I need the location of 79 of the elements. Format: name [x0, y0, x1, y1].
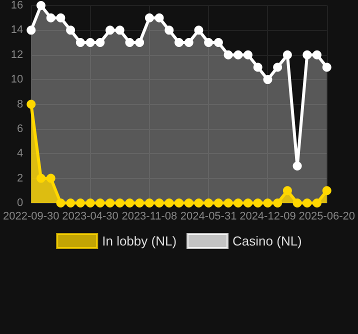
- point: [66, 26, 76, 35]
- point: [204, 198, 214, 208]
- point: [46, 174, 56, 183]
- point: [135, 198, 144, 208]
- point: [194, 198, 204, 208]
- point: [253, 198, 262, 208]
- x-tick-label: 2024-05-31: [180, 210, 237, 222]
- y-tick-label: 6: [17, 122, 24, 135]
- point: [282, 186, 292, 196]
- point: [26, 100, 36, 109]
- point: [144, 198, 154, 208]
- point: [214, 198, 223, 208]
- point: [273, 62, 282, 72]
- y-tick-label: 12: [10, 48, 24, 61]
- point: [234, 50, 243, 60]
- point: [76, 38, 85, 48]
- point: [253, 62, 262, 72]
- point: [76, 198, 85, 208]
- x-tick-label: 2023-04-30: [62, 210, 118, 222]
- point: [174, 198, 184, 208]
- point: [36, 1, 46, 10]
- point: [312, 50, 322, 60]
- point: [312, 198, 322, 208]
- point: [244, 50, 253, 60]
- x-tick-label: 2022-09-30: [2, 210, 60, 222]
- point: [164, 26, 174, 35]
- point: [96, 38, 105, 48]
- point: [115, 198, 124, 208]
- point: [135, 38, 144, 48]
- point: [86, 198, 95, 208]
- point: [263, 75, 272, 84]
- point: [86, 38, 95, 48]
- y-tick-label: 4: [17, 148, 24, 160]
- point: [184, 38, 194, 48]
- point: [244, 198, 253, 208]
- x-tick-label: 2024-12-09: [240, 210, 296, 222]
- point: [273, 198, 282, 208]
- point: [46, 13, 56, 22]
- point: [292, 198, 302, 208]
- point: [224, 198, 233, 208]
- point: [106, 198, 114, 208]
- point: [26, 26, 36, 35]
- point: [204, 38, 214, 48]
- point: [56, 13, 66, 22]
- y-tick-label: 2: [17, 172, 24, 184]
- point: [164, 198, 174, 208]
- point: [302, 50, 312, 60]
- point: [125, 38, 134, 48]
- point: [194, 26, 204, 35]
- point: [154, 198, 164, 208]
- point: [36, 174, 46, 183]
- point: [224, 50, 233, 60]
- point: [115, 26, 124, 35]
- point: [322, 62, 332, 72]
- point: [322, 186, 332, 196]
- x-tick-label: 2023-11-08: [122, 210, 178, 222]
- point: [292, 161, 302, 170]
- point: [66, 198, 76, 208]
- point: [144, 13, 154, 22]
- point: [174, 38, 184, 48]
- point: [106, 26, 114, 35]
- point: [234, 198, 243, 208]
- y-tick-label: 14: [10, 24, 24, 36]
- y-tick-label: 8: [17, 98, 24, 110]
- x-tick-label: 2025-06-20: [298, 210, 356, 222]
- point: [214, 38, 223, 48]
- y-tick-label: 0: [17, 197, 24, 209]
- y-tick-label: 10: [10, 74, 24, 86]
- point: [96, 198, 105, 208]
- point: [125, 198, 134, 208]
- point: [56, 198, 66, 208]
- point: [282, 50, 292, 60]
- point: [263, 198, 272, 208]
- legend-label: In lobby (NL): [102, 234, 177, 248]
- y-tick-label: 16: [10, 0, 24, 12]
- point: [184, 198, 194, 208]
- legend-label: Casino (NL): [232, 234, 302, 248]
- point: [302, 198, 312, 208]
- point: [154, 13, 164, 22]
